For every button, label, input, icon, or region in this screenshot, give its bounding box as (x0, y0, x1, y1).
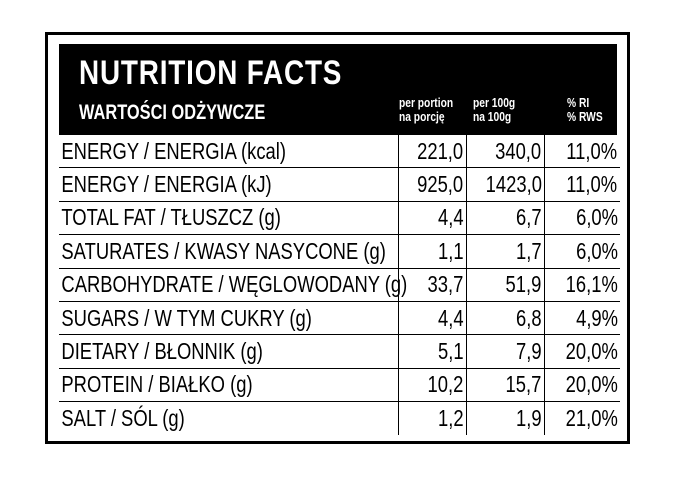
nutrient-name-cell: CARBOHYDRATE / WĘGLOWODANY (g) (59, 268, 407, 302)
value-per-portion: 5,1 (438, 338, 464, 365)
table-row: CARBOHYDRATE / WĘGLOWODANY (g) 33,7 51,9 16… (59, 268, 620, 302)
nutrient-name-cell: SUGARS / W TYM CUKRY (g) (59, 301, 399, 336)
value-per-portion-cell: 5,1 (398, 334, 467, 369)
value-ri-percent: 6,0% (575, 204, 618, 231)
value-ri-percent-cell: 11,0% (544, 135, 620, 169)
value-per-portion: 221,0 (417, 137, 464, 164)
label-title: NUTRITION FACTS (79, 54, 343, 92)
value-per-100g: 1423,0 (485, 171, 542, 198)
value-ri-percent-cell: 11,0% (544, 167, 620, 202)
value-ri-percent: 4,9% (575, 304, 618, 331)
value-per-100g-cell: 6,7 (466, 201, 545, 236)
value-ri-percent-cell: 6,0% (544, 234, 620, 269)
value-per-100g-cell: 6,8 (466, 301, 545, 336)
value-per-portion-cell: 10,2 (398, 368, 467, 403)
value-ri-percent: 21,0% (565, 404, 618, 431)
nutrition-label: NUTRITION FACTS WARTOŚCI ODŻYWCZE per po… (45, 32, 630, 444)
nutrition-table: ENERGY / ENERGIA (kcal) 221,0 340,0 11,0% EN… (59, 135, 620, 435)
value-ri-percent: 11,0% (566, 137, 618, 164)
value-ri-percent-cell: 16,1% (544, 268, 620, 302)
label-header: NUTRITION FACTS WARTOŚCI ODŻYWCZE per po… (59, 44, 617, 135)
column-header-100g-en: per 100g (473, 96, 516, 110)
column-header-ri-pl: % RWS (567, 110, 603, 124)
value-per-portion: 1,1 (438, 237, 464, 264)
table-row: PROTEIN / BIAŁKO (g) 10,2 15,7 20,0% (59, 368, 620, 403)
nutrient-name: SALT / SÓL (g) (61, 404, 185, 431)
column-header-ri: % RI % RWS (567, 96, 603, 124)
value-per-portion: 4,4 (438, 304, 464, 331)
nutrient-name: ENERGY / ENERGIA (kJ) (61, 171, 272, 198)
column-header-portion-pl: na porcję (399, 110, 445, 124)
value-per-100g: 1,7 (516, 237, 542, 264)
value-ri-percent-cell: 4,9% (544, 301, 620, 336)
value-ri-percent-cell: 6,0% (544, 201, 620, 236)
value-per-100g: 51,9 (505, 271, 542, 298)
value-per-100g-cell: 1,7 (466, 234, 545, 269)
value-per-100g: 6,8 (516, 304, 542, 331)
value-per-100g: 7,9 (516, 338, 542, 365)
value-per-portion: 1,2 (438, 404, 464, 431)
nutrient-name-cell: SATURATES / KWASY NASYCONE (g) (59, 234, 399, 269)
value-per-portion: 925,0 (417, 171, 464, 198)
nutrient-name-cell: ENERGY / ENERGIA (kcal) (59, 135, 399, 169)
value-per-100g-cell: 1,9 (466, 401, 545, 435)
nutrient-name-cell: ENERGY / ENERGIA (kJ) (59, 167, 399, 202)
nutrient-name: DIETARY / BŁONNIK (g) (61, 338, 263, 365)
value-per-portion: 33,7 (427, 271, 464, 298)
value-ri-percent-cell: 20,0% (544, 334, 620, 369)
value-per-portion: 4,4 (438, 204, 464, 231)
value-per-100g-cell: 51,9 (466, 268, 545, 302)
nutrient-name: SUGARS / W TYM CUKRY (g) (61, 304, 312, 331)
value-per-100g: 340,0 (495, 137, 542, 164)
nutrient-name-cell: DIETARY / BŁONNIK (g) (59, 334, 399, 369)
value-ri-percent: 20,0% (565, 338, 618, 365)
column-header-portion-en: per portion (399, 96, 454, 110)
value-per-100g-cell: 7,9 (466, 334, 545, 369)
table-row: SALT / SÓL (g) 1,2 1,9 21,0% (59, 401, 620, 435)
value-ri-percent-cell: 21,0% (544, 401, 620, 435)
value-per-100g-cell: 1423,0 (466, 167, 545, 202)
nutrient-name-cell: TOTAL FAT / TŁUSZCZ (g) (59, 201, 399, 236)
nutrient-name: CARBOHYDRATE / WĘGLOWODANY (g) (61, 271, 408, 298)
column-header-portion: per portion na porcję (399, 96, 453, 124)
table-row: ENERGY / ENERGIA (kJ) 925,0 1423,0 11,0% (59, 167, 620, 202)
value-per-portion-cell: 1,2 (398, 401, 467, 435)
value-per-portion-cell: 1,1 (398, 234, 467, 269)
nutrient-name-cell: PROTEIN / BIAŁKO (g) (59, 368, 399, 403)
label-subtitle: WARTOŚCI ODŻYWCZE (79, 101, 266, 124)
nutrient-name: ENERGY / ENERGIA (kcal) (61, 137, 287, 164)
table-row: ENERGY / ENERGIA (kcal) 221,0 340,0 11,0% (59, 135, 620, 169)
table-row: TOTAL FAT / TŁUSZCZ (g) 4,4 6,7 6,0% (59, 201, 620, 236)
column-header-100g-pl: na 100g (473, 110, 512, 124)
value-ri-percent: 20,0% (565, 371, 618, 398)
value-per-portion-cell: 4,4 (398, 301, 467, 336)
nutrient-name: SATURATES / KWASY NASYCONE (g) (61, 237, 386, 264)
value-per-100g: 1,9 (516, 404, 542, 431)
value-per-portion: 10,2 (427, 371, 464, 398)
value-per-100g: 15,7 (505, 371, 542, 398)
value-ri-percent: 11,0% (566, 171, 618, 198)
value-ri-percent: 16,1% (565, 271, 618, 298)
value-per-100g: 6,7 (516, 204, 542, 231)
value-per-100g-cell: 15,7 (466, 368, 545, 403)
column-header-ri-en: % RI (567, 96, 590, 110)
value-per-portion-cell: 33,7 (398, 268, 467, 302)
value-ri-percent-cell: 20,0% (544, 368, 620, 403)
value-per-portion-cell: 4,4 (398, 201, 467, 236)
table-row: DIETARY / BŁONNIK (g) 5,1 7,9 20,0% (59, 334, 620, 369)
nutrient-name: TOTAL FAT / TŁUSZCZ (g) (61, 204, 281, 231)
column-header-100g: per 100g na 100g (473, 96, 515, 124)
value-ri-percent: 6,0% (575, 237, 618, 264)
table-row: SATURATES / KWASY NASYCONE (g) 1,1 1,7 6,0% (59, 234, 620, 269)
value-per-portion-cell: 925,0 (398, 167, 467, 202)
value-per-portion-cell: 221,0 (398, 135, 467, 169)
table-row: SUGARS / W TYM CUKRY (g) 4,4 6,8 4,9% (59, 301, 620, 336)
value-per-100g-cell: 340,0 (466, 135, 545, 169)
nutrient-name: PROTEIN / BIAŁKO (g) (61, 371, 253, 398)
nutrient-name-cell: SALT / SÓL (g) (59, 402, 399, 435)
